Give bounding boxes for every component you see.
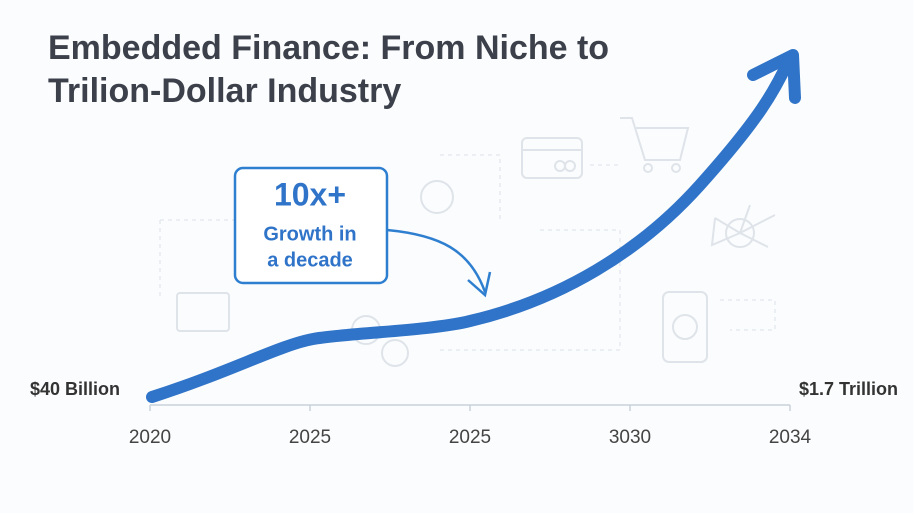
callout-text: Growth in [263,223,356,245]
callout-box [233,166,389,285]
end-annotation: $1.7 Trillion [799,379,898,399]
callout-headline: 10x+ [274,176,346,212]
chart-title: Trilion-Dollar Industry [48,72,401,110]
background-icons [159,117,776,367]
growth-arrowhead [747,49,801,104]
chart-title: Embedded Finance: From Niche to [48,29,609,67]
callout-arrowhead [467,271,492,298]
x-tick-label: 3030 [609,427,651,448]
x-tick-label: 2034 [769,427,812,448]
callout-arrow [386,228,487,293]
x-tick-label: 2025 [289,427,331,448]
growth-curve [146,56,794,403]
start-annotation: $40 Billion [30,379,120,399]
callout-text: a decade [267,249,353,271]
x-tick-label: 2020 [129,427,171,448]
x-tick-label: 2025 [449,427,491,448]
